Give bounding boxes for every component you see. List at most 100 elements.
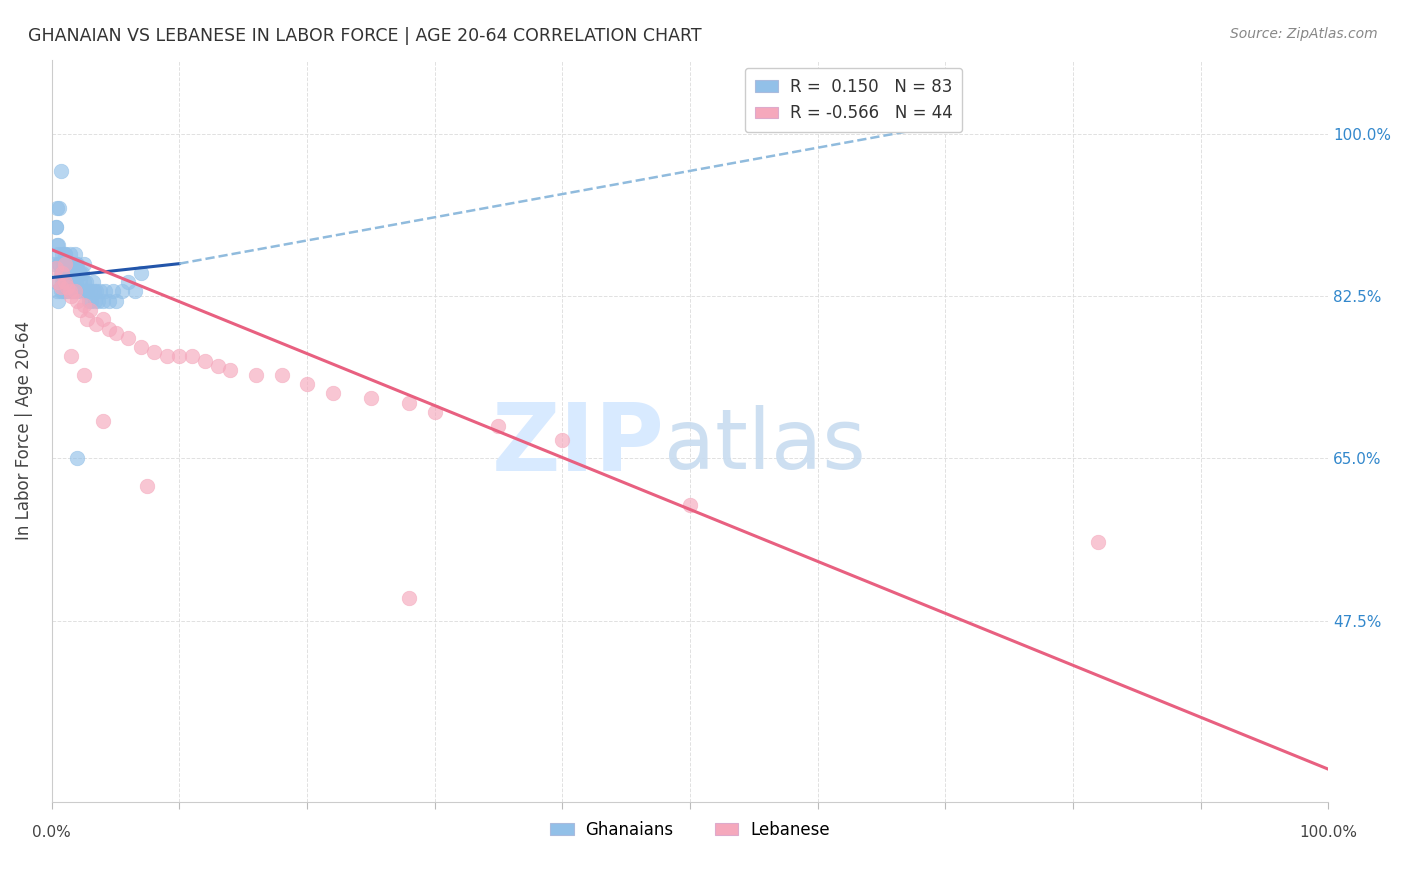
Point (69, 266, 91, 280)
Point (72, 266, 94, 280)
Point (55, 285, 77, 299)
Point (73, 275, 96, 289)
Point (45, 201, 67, 215)
Point (56, 266, 79, 280)
Point (45, 275, 67, 289)
Point (94, 285, 117, 299)
Point (53, 247, 76, 261)
Point (59, 247, 82, 261)
Point (86, 317, 108, 331)
Point (60, 266, 83, 280)
Point (59, 289, 82, 303)
Point (169, 350, 191, 364)
Point (83, 285, 105, 299)
Point (69, 303, 91, 318)
Point (73, 368, 96, 382)
Point (59, 266, 82, 280)
Point (58, 275, 80, 289)
Point (52, 257, 75, 271)
Point (49, 164, 72, 178)
Point (89, 285, 111, 299)
Point (62, 275, 84, 289)
Point (76, 285, 98, 299)
Point (44, 257, 66, 271)
Point (51, 275, 73, 289)
Point (53, 257, 76, 271)
Point (181, 350, 204, 364)
Point (45, 219, 67, 234)
Point (63, 285, 86, 299)
Point (59, 350, 82, 364)
Point (398, 396, 420, 410)
Point (129, 266, 152, 280)
Point (66, 451, 89, 466)
Point (91, 312, 114, 326)
Point (73, 285, 96, 299)
Point (360, 391, 382, 405)
Point (66, 257, 89, 271)
Point (56, 266, 79, 280)
Point (679, 498, 702, 512)
Point (82, 275, 104, 289)
Point (322, 386, 344, 401)
Point (59, 275, 82, 289)
Point (46, 293, 69, 308)
Point (59, 257, 82, 271)
Point (423, 405, 446, 419)
Point (48, 201, 70, 215)
Point (295, 377, 318, 392)
Point (104, 326, 127, 341)
Point (53, 275, 76, 289)
Legend: Ghanaians, Lebanese: Ghanaians, Lebanese (544, 814, 837, 846)
Point (86, 285, 108, 299)
Point (52, 275, 75, 289)
Point (75, 275, 97, 289)
Text: 100.0%: 100.0% (1299, 825, 1357, 839)
Point (53, 247, 76, 261)
Point (63, 257, 86, 271)
Point (55, 257, 77, 271)
Point (60, 285, 83, 299)
Text: atlas: atlas (665, 405, 866, 486)
Point (56, 280, 79, 294)
Point (45, 285, 67, 299)
Point (91, 293, 114, 308)
Point (76, 312, 98, 326)
Point (46, 275, 69, 289)
Point (142, 344, 165, 359)
Point (79, 285, 101, 299)
Point (77, 293, 100, 308)
Text: ZIP: ZIP (492, 400, 665, 491)
Point (58, 275, 80, 289)
Point (1087, 534, 1109, 549)
Point (91, 414, 114, 428)
Point (51, 266, 73, 280)
Point (49, 285, 72, 299)
Point (79, 303, 101, 318)
Point (65, 275, 87, 289)
Point (66, 293, 89, 308)
Point (48, 257, 70, 271)
Point (65, 266, 87, 280)
Point (488, 419, 510, 434)
Point (59, 285, 82, 299)
Point (245, 368, 267, 382)
Point (60, 275, 83, 289)
Point (156, 350, 179, 364)
Point (62, 275, 84, 289)
Point (65, 257, 87, 271)
Point (551, 433, 574, 447)
Point (136, 479, 159, 493)
Point (55, 275, 77, 289)
Point (59, 266, 82, 280)
Point (56, 257, 79, 271)
Point (63, 247, 86, 261)
Point (124, 285, 146, 299)
Point (219, 363, 242, 377)
Point (117, 275, 139, 289)
Point (53, 266, 76, 280)
Point (207, 359, 229, 373)
Point (67, 266, 90, 280)
Point (58, 285, 80, 299)
Point (51, 247, 73, 261)
